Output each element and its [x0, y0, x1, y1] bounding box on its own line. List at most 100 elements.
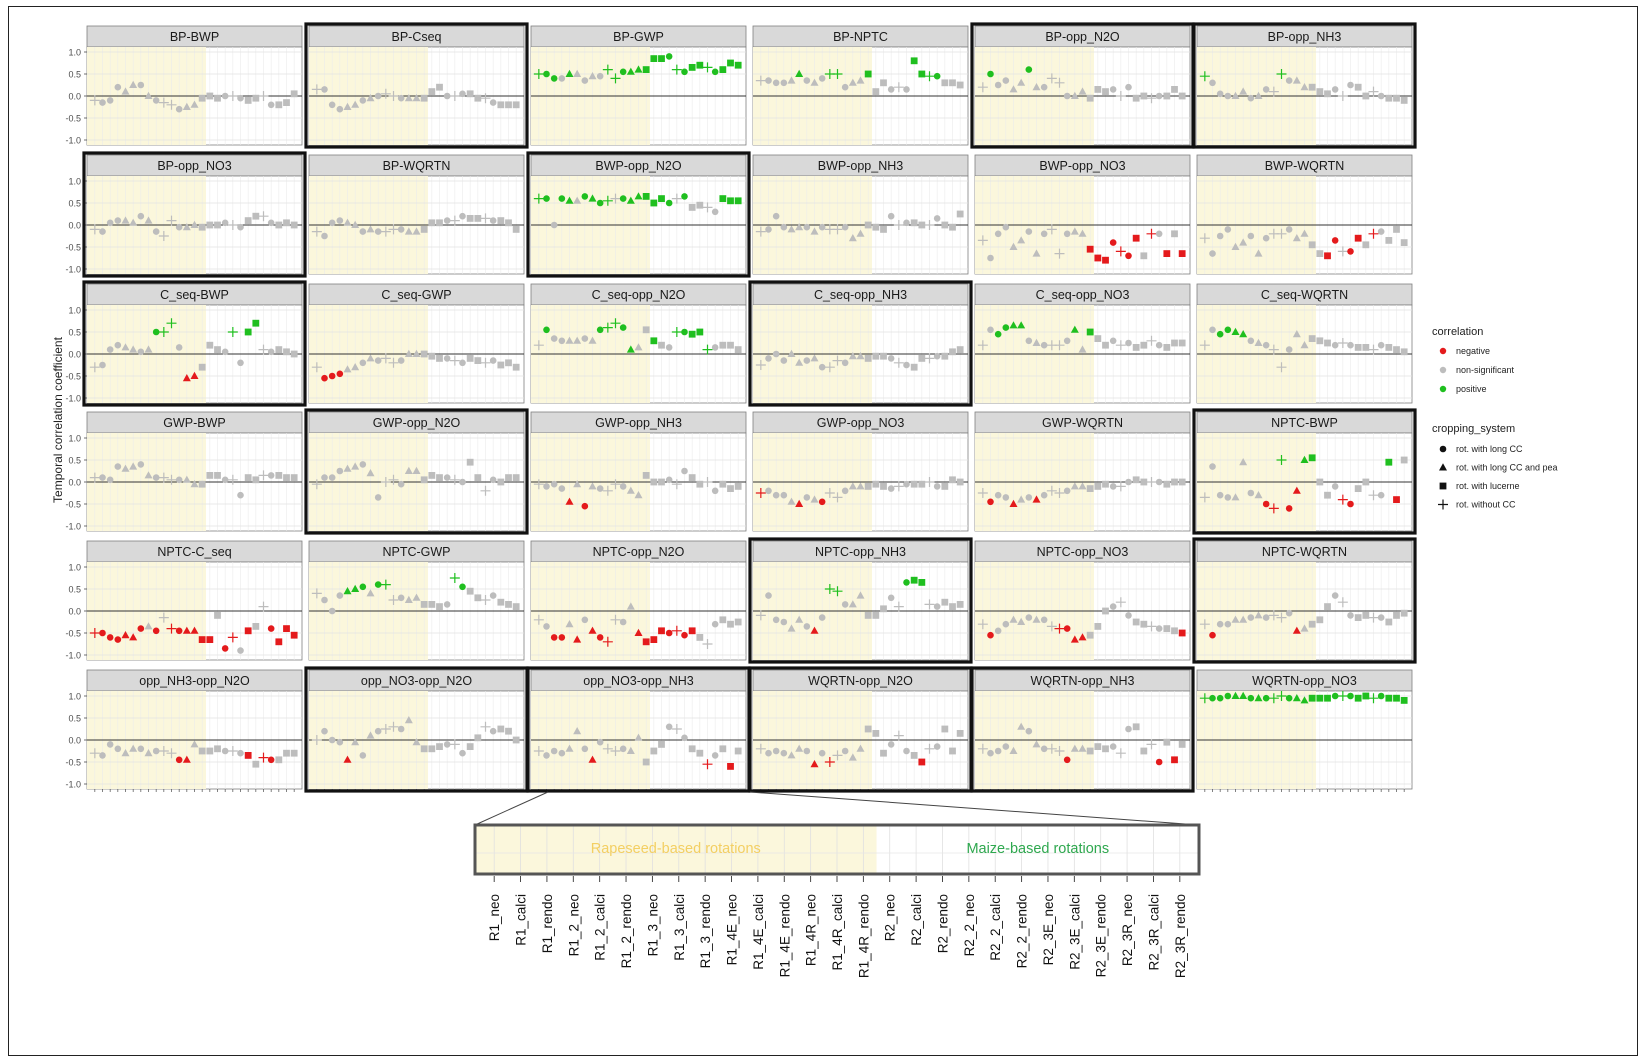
data-point [328, 372, 336, 380]
data-point [1171, 339, 1178, 347]
data-point [175, 344, 183, 351]
data-point [610, 614, 621, 625]
data-point [634, 343, 643, 351]
data-point [696, 634, 704, 641]
data-point [880, 352, 887, 360]
data-point [175, 756, 183, 764]
data-point [550, 634, 558, 641]
data-point [206, 636, 214, 643]
data-point [550, 75, 558, 82]
data-point [321, 86, 328, 93]
data-point [1292, 486, 1301, 494]
data-point [1102, 341, 1109, 349]
data-point [665, 723, 673, 731]
data-point [880, 226, 887, 233]
data-point [841, 747, 849, 755]
data-point [336, 467, 344, 475]
data-point [380, 477, 391, 487]
data-point [872, 223, 880, 231]
data-point [290, 749, 298, 757]
panel-title: NPTC-WQRTN [1262, 545, 1347, 559]
y-tick-label: -1.0 [65, 651, 81, 661]
data-point [1331, 592, 1339, 599]
data-point [1292, 330, 1301, 338]
data-point [848, 78, 857, 86]
data-point [619, 745, 627, 753]
data-point [1377, 491, 1385, 499]
data-point [688, 330, 696, 338]
data-point [428, 745, 436, 753]
data-point [1163, 250, 1171, 257]
data-point [977, 235, 988, 246]
data-point [1199, 693, 1210, 704]
data-point [237, 94, 244, 102]
data-point [480, 721, 491, 732]
data-point [893, 82, 904, 93]
data-point [1337, 338, 1348, 348]
legend-title-correlation: correlation [1432, 326, 1483, 338]
data-point [924, 599, 935, 610]
data-point [466, 355, 474, 362]
data-point [267, 756, 275, 764]
data-point [711, 344, 719, 351]
data-point [1377, 228, 1385, 235]
data-point [221, 645, 229, 652]
data-point [1070, 91, 1079, 99]
data-point [987, 631, 994, 639]
data-point [602, 636, 613, 647]
legend-label-cropping: rot. with lucerne [1456, 481, 1520, 491]
data-point [1078, 345, 1087, 353]
data-point [374, 581, 382, 588]
data-point [1285, 77, 1293, 84]
zoom-connector-left [474, 791, 549, 826]
y-tick-label: -1.0 [65, 265, 81, 275]
data-point [388, 357, 399, 368]
data-point [258, 470, 269, 481]
data-point [1002, 223, 1010, 231]
data-point [158, 97, 169, 108]
data-point [1115, 748, 1126, 759]
data-point [941, 79, 949, 87]
data-point [1239, 458, 1248, 466]
data-point [681, 631, 688, 639]
data-point [956, 730, 964, 737]
data-point [1009, 499, 1018, 507]
data-point [602, 743, 613, 754]
data-point [227, 474, 238, 485]
data-point [941, 221, 949, 229]
data-point [903, 579, 910, 586]
data-point [244, 97, 252, 104]
data-point [227, 327, 238, 337]
data-point [1140, 478, 1148, 486]
data-point [1276, 691, 1287, 701]
data-point [428, 352, 436, 360]
data-point [106, 634, 114, 641]
data-point [910, 57, 918, 65]
data-point [1324, 339, 1331, 347]
data-point [1292, 234, 1301, 242]
y-tick-label: 1.0 [68, 563, 81, 573]
data-point [1063, 92, 1071, 100]
data-point [397, 480, 405, 488]
data-point [1063, 337, 1071, 345]
panel-title: NPTC-C_seq [157, 545, 231, 559]
data-point [610, 746, 621, 756]
data-point [1239, 238, 1248, 246]
data-point [832, 224, 843, 235]
data-point [351, 100, 360, 108]
data-point [343, 102, 352, 110]
data-point [1146, 739, 1157, 750]
data-point [772, 747, 780, 755]
data-point [1308, 620, 1316, 628]
data-point [1132, 94, 1140, 102]
data-point [1002, 743, 1010, 750]
data-point [841, 223, 849, 231]
data-point [152, 97, 160, 104]
data-point [824, 362, 835, 373]
data-point [818, 749, 826, 757]
data-point [688, 64, 696, 71]
data-point [910, 480, 918, 488]
data-point [1354, 344, 1362, 351]
data-point [588, 755, 597, 763]
y-tick-label: 0.0 [68, 92, 81, 102]
